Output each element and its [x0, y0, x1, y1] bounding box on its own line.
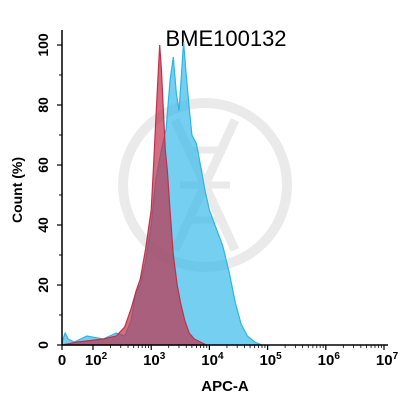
x-axis: 0102103104105106107108 [58, 345, 399, 369]
x-tick-base: 10 [376, 352, 393, 369]
x-tick-exponent: 3 [160, 351, 166, 362]
y-tick-label: 0 [35, 341, 51, 349]
x-tick-exponent: 6 [334, 351, 340, 362]
x-tick-exponent: 5 [276, 351, 282, 362]
y-tick-label: 100 [35, 33, 51, 57]
series-1-area [61, 44, 207, 346]
x-tick-label: 105 [259, 351, 282, 369]
y-tick-label: 60 [35, 157, 51, 173]
y-tick-label: 40 [35, 217, 51, 233]
series-layer [61, 41, 263, 346]
x-tick-base: 0 [58, 352, 66, 369]
y-axis: 0 20 40 60 80 100 [35, 33, 62, 349]
x-tick-label: 103 [143, 351, 166, 369]
chart-title: BME100132 [165, 26, 286, 51]
x-tick-exponent: 4 [218, 351, 224, 362]
y-tick-label: 20 [35, 277, 51, 293]
y-tick-label: 80 [35, 97, 51, 113]
x-tick-base: 10 [201, 352, 218, 369]
x-tick-label: 106 [318, 351, 341, 369]
x-tick-label: 102 [85, 351, 108, 369]
x-tick-label: 104 [201, 351, 224, 369]
x-tick-label: 107 [376, 351, 399, 369]
x-tick-base: 10 [259, 352, 276, 369]
x-tick-exponent: 2 [102, 351, 108, 362]
y-axis-label: Count (%) [9, 157, 25, 223]
x-axis-label: APC-A [201, 378, 249, 395]
x-tick-base: 10 [318, 352, 335, 369]
x-tick-label: 0 [58, 352, 66, 369]
x-tick-base: 10 [143, 352, 160, 369]
x-tick-base: 10 [85, 352, 102, 369]
x-tick-exponent: 7 [393, 351, 399, 362]
